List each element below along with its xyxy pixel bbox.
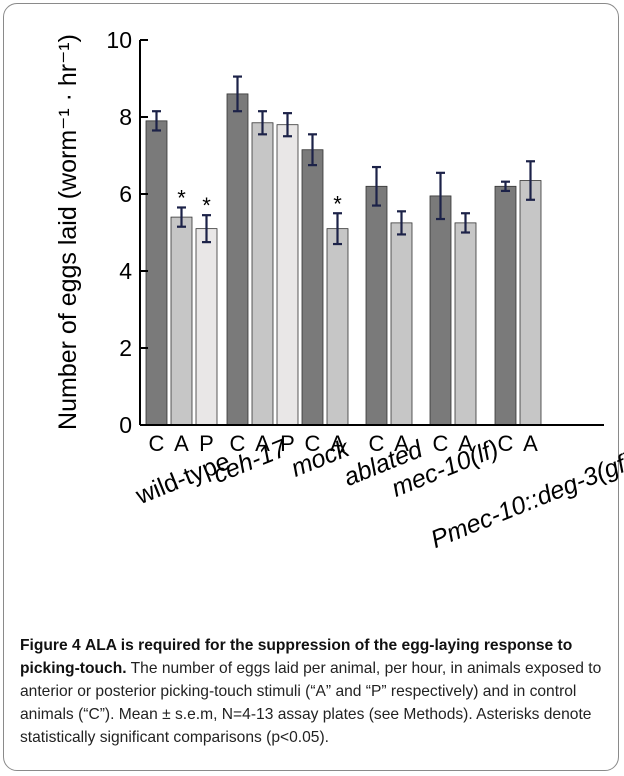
bar: [390, 222, 413, 426]
significance-marker: *: [202, 193, 211, 218]
y-tick-label: 0: [119, 412, 132, 438]
bar: [195, 228, 218, 426]
bar-label: C: [305, 431, 321, 456]
bar-label: P: [280, 431, 295, 456]
caption-label: Figure 4: [20, 637, 81, 654]
bar-label: A: [174, 431, 189, 456]
bar-label: C: [433, 431, 449, 456]
figure-frame: [3, 3, 619, 771]
bar: [276, 124, 299, 426]
bar: [226, 93, 249, 426]
bar-label: A: [255, 431, 270, 456]
y-tick-label: 6: [119, 181, 132, 207]
bar: [251, 122, 274, 426]
y-tick-label: 2: [119, 335, 132, 361]
bar: [145, 120, 168, 426]
group-label: ceh-17: [209, 434, 291, 489]
bar-label: A: [458, 431, 473, 456]
bar: [326, 228, 349, 426]
significance-marker: *: [177, 185, 186, 210]
y-axis-label: Number of eggs laid (worm⁻¹ · hr⁻¹): [54, 34, 82, 430]
bar: [365, 185, 388, 426]
bar: [494, 185, 517, 426]
bar-label: A: [330, 431, 345, 456]
bar-labels-layer: C*A*P C A P C*A C A C A C A: [149, 185, 539, 456]
y-tick-label: 8: [119, 104, 132, 130]
caption-title: ALA is required for the suppression of t…: [20, 637, 573, 677]
bar-label: C: [369, 431, 385, 456]
bar: [301, 149, 324, 426]
bars-layer: [145, 93, 542, 426]
bar: [454, 222, 477, 426]
bar: [170, 216, 193, 426]
bar-label: A: [523, 431, 538, 456]
bar-label: C: [149, 431, 165, 456]
bar-label: P: [199, 431, 214, 456]
bar-label: A: [394, 431, 409, 456]
bar: [519, 180, 542, 426]
y-tick-label: 4: [119, 258, 132, 284]
bar-label: C: [230, 431, 246, 456]
significance-marker: *: [333, 191, 342, 216]
y-tick-label: 10: [106, 27, 132, 53]
y-ticks: 0 2 4 6 8 10: [106, 27, 148, 438]
error-bars-layer: [152, 75, 535, 246]
bar: [429, 195, 452, 426]
caption-body: The number of eggs laid per animal, per …: [20, 660, 602, 746]
bar-label: C: [498, 431, 514, 456]
figure-caption: Figure 4 ALA is required for the suppres…: [20, 634, 606, 749]
